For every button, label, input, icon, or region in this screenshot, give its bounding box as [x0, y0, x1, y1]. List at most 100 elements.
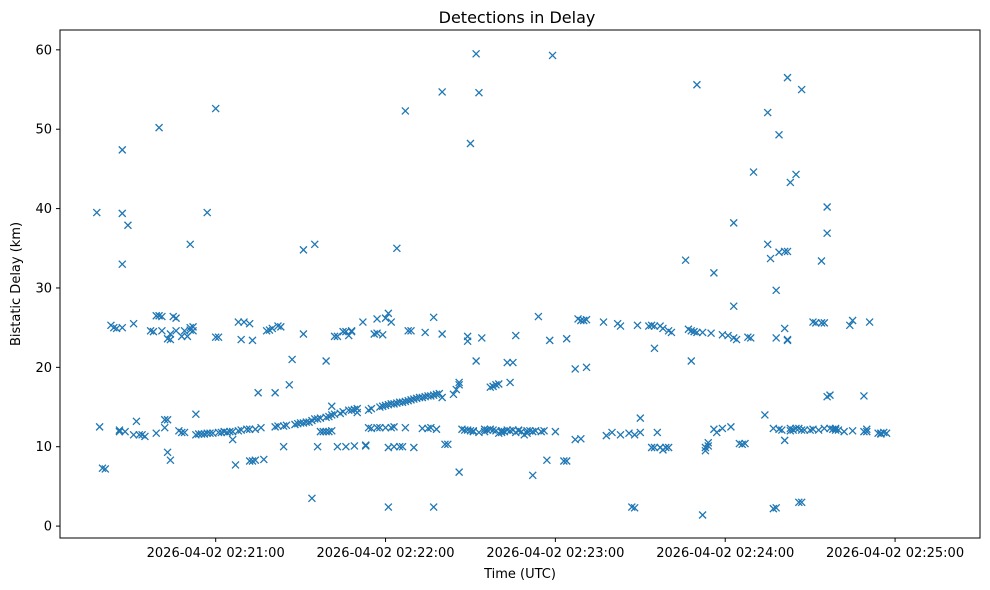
detection-point	[271, 422, 280, 431]
detection-point	[409, 395, 418, 404]
detection-point	[279, 442, 288, 451]
detection-point	[384, 309, 393, 318]
detection-point	[559, 457, 568, 465]
detection-point	[491, 380, 500, 389]
detection-point	[534, 312, 543, 321]
detection-point	[115, 426, 124, 435]
detection-point	[438, 393, 447, 402]
detection-point	[327, 426, 336, 435]
detection-point	[381, 314, 390, 323]
chart-title: Detections in Delay	[439, 8, 596, 27]
detection-point	[738, 440, 747, 449]
detection-point	[155, 311, 164, 320]
detection-point	[528, 427, 537, 436]
detection-point	[718, 424, 727, 433]
detection-point	[489, 426, 498, 435]
detection-point	[279, 422, 288, 431]
detection-point	[370, 330, 379, 338]
detection-point	[466, 139, 475, 148]
detection-point	[426, 423, 435, 432]
detection-point	[817, 257, 826, 265]
detection-point	[429, 313, 438, 322]
detection-point	[228, 435, 237, 444]
detection-point	[339, 327, 348, 336]
detection-point	[848, 316, 857, 325]
detection-point	[231, 461, 240, 469]
detection-point	[401, 423, 410, 432]
detection-point	[251, 456, 260, 465]
detection-point	[820, 424, 829, 433]
detection-point	[398, 442, 407, 451]
detection-point	[582, 363, 591, 372]
detection-point	[452, 385, 461, 394]
detection-point	[225, 427, 234, 436]
detection-point	[299, 245, 308, 254]
detection-point	[361, 441, 370, 450]
detection-point	[548, 51, 557, 60]
detection-point	[772, 286, 781, 295]
detection-point	[324, 427, 333, 436]
detection-point	[783, 247, 792, 256]
detection-point	[466, 426, 475, 435]
detection-point	[163, 448, 172, 457]
detection-point	[135, 430, 144, 439]
detection-point	[826, 391, 834, 400]
detection-point	[254, 388, 263, 397]
detection-point	[494, 380, 503, 388]
detection-point	[274, 422, 282, 431]
detection-point	[237, 335, 246, 344]
detection-point	[692, 328, 701, 337]
detection-point	[826, 424, 834, 433]
detection-point	[282, 421, 291, 430]
detection-point	[390, 442, 398, 451]
detection-point	[876, 429, 885, 438]
detection-point	[432, 425, 441, 434]
detection-point	[687, 326, 696, 335]
detection-point	[463, 337, 472, 346]
detection-point	[800, 426, 809, 435]
detection-point	[746, 334, 755, 342]
detection-point	[823, 229, 832, 238]
detection-point	[290, 420, 299, 429]
y-tick-label: 20	[35, 361, 52, 376]
detection-point	[163, 334, 172, 343]
detection-point	[786, 426, 795, 435]
x-axis-ticks: 2026-04-02 02:21:00 2026-04-02 02:22:00 20…	[147, 538, 964, 561]
detection-point	[472, 357, 481, 365]
detection-point	[211, 104, 220, 113]
detection-point	[879, 428, 888, 437]
detection-point	[327, 411, 336, 419]
detection-point	[571, 364, 580, 373]
detection-point	[542, 456, 551, 465]
detection-point	[840, 427, 849, 436]
detection-point	[599, 318, 608, 327]
detection-point	[497, 428, 506, 437]
detection-point	[132, 417, 141, 426]
detection-point	[692, 80, 701, 89]
detection-point	[288, 355, 297, 364]
detection-point	[741, 439, 750, 448]
detection-point	[322, 357, 331, 365]
detection-point	[140, 432, 149, 441]
detection-point	[157, 326, 166, 335]
detection-point	[322, 413, 331, 422]
detection-point	[271, 388, 280, 397]
detection-point	[809, 318, 817, 327]
detection-point	[625, 429, 633, 438]
detection-point	[627, 503, 636, 512]
detection-point	[98, 464, 107, 473]
detection-point	[375, 403, 384, 411]
detection-point	[528, 471, 537, 480]
detection-point	[129, 430, 138, 439]
detection-point	[390, 422, 398, 431]
y-tick-label: 10	[35, 440, 52, 455]
detection-point	[630, 430, 639, 439]
detection-point	[806, 426, 815, 435]
detection-point	[234, 426, 243, 435]
detection-point	[319, 427, 328, 436]
detection-point	[257, 423, 265, 432]
detection-point	[429, 391, 438, 400]
detection-point	[701, 446, 710, 455]
detection-point	[404, 396, 413, 405]
